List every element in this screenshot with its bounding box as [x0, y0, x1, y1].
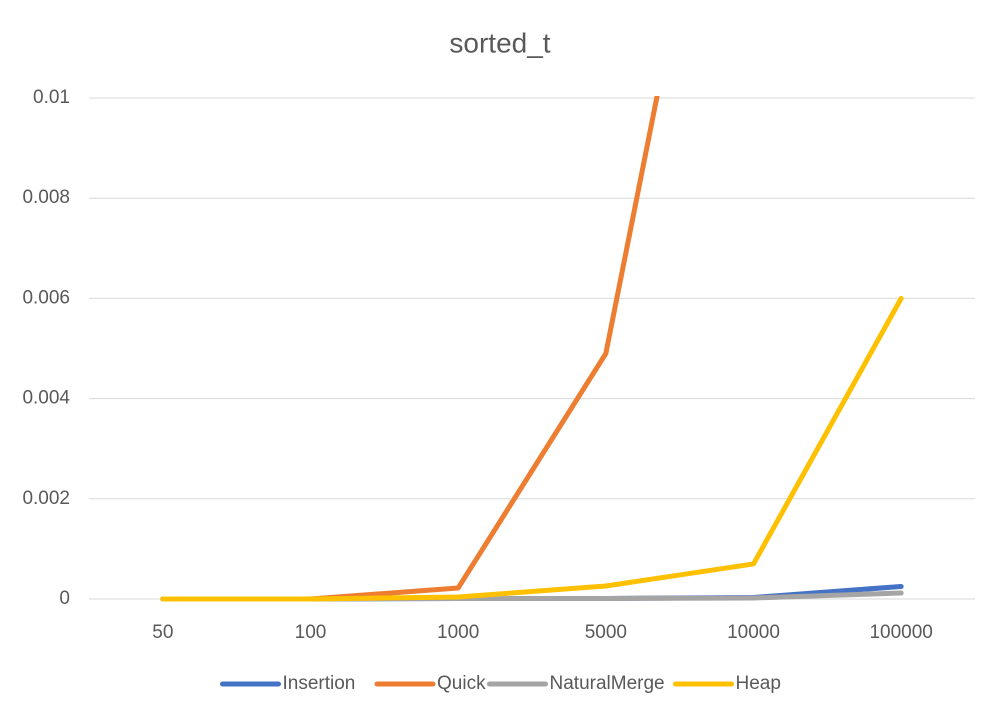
y-tick-label: 0.008 [22, 187, 70, 208]
y-tick-label: 0.006 [22, 287, 70, 308]
x-tick-label: 100000 [869, 622, 932, 643]
series-line [160, 96, 660, 602]
legend-label: Insertion [283, 673, 356, 694]
y-tick-label: 0 [59, 588, 70, 609]
plot-area [160, 96, 904, 602]
x-tick-label: 10000 [727, 622, 780, 643]
y-tick-label: 0.01 [33, 87, 70, 108]
series-line [160, 295, 904, 602]
x-tick-label: 5000 [585, 622, 627, 643]
chart-title: sorted_t [449, 27, 550, 58]
x-tick-label: 100 [295, 622, 327, 643]
x-tick-label: 1000 [437, 622, 479, 643]
legend-label: Heap [736, 673, 781, 694]
legend-label: NaturalMerge [550, 673, 665, 694]
legend-label: Quick [437, 673, 486, 694]
y-tick-label: 0.002 [22, 488, 70, 509]
x-tick-label: 50 [152, 622, 173, 643]
y-tick-label: 0.004 [22, 388, 70, 409]
